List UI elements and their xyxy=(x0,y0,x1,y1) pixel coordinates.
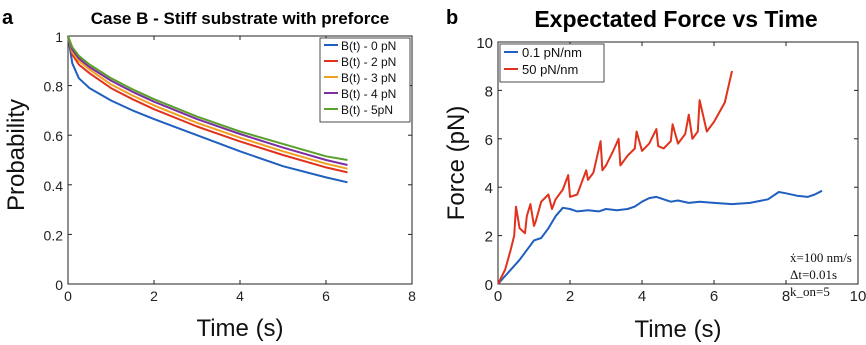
x-tick-label: 2 xyxy=(150,288,158,304)
plot-frame xyxy=(497,41,859,285)
panel-a-ylabel: Probability xyxy=(3,99,30,211)
x-tick-label: 0 xyxy=(64,288,72,304)
y-tick-label: 10 xyxy=(476,35,493,52)
x-tick-label: 6 xyxy=(710,288,718,305)
x-tick-label: 0 xyxy=(494,288,502,305)
panel-b-letter: b xyxy=(446,7,458,29)
series-line-5 xyxy=(67,35,348,161)
y-tick-label: 0.8 xyxy=(44,79,64,95)
legend-label: B(t) - 5pN xyxy=(341,103,393,117)
series-line-3 xyxy=(67,35,348,170)
series-line-1 xyxy=(67,35,348,184)
x-tick-label: 2 xyxy=(566,288,574,305)
y-tick-label: 8 xyxy=(485,83,493,100)
legend-label: 0.1 pN/nm xyxy=(522,45,582,60)
panel-a-letter: a xyxy=(2,7,14,29)
legend-label: B(t) - 4 pN xyxy=(341,87,396,101)
series-line-2 xyxy=(67,35,348,174)
x-tick-label: 8 xyxy=(782,288,790,305)
panel-b: b Expectated Force vs Time 0 2 4 6 8 10 0 2 4 6 8 1… xyxy=(443,6,866,343)
y-tick-label: 4 xyxy=(485,180,493,197)
y-tick-label: 0 xyxy=(55,277,63,293)
panel-b-axes: 0 2 4 6 8 10 0 2 4 6 8 10 0.1 pN/nm 50 pN/nm ẋ=100 nm/… xyxy=(476,35,866,305)
y-tick-label: 0 xyxy=(485,277,493,294)
y-tick-label: 1 xyxy=(55,29,63,45)
y-tick-label: 0.2 xyxy=(44,227,64,243)
annotation-text: ẋ=100 nm/s xyxy=(790,250,852,265)
y-tick-label: 6 xyxy=(485,132,493,149)
y-tick-label: 0.6 xyxy=(44,128,64,144)
legend-label: B(t) - 3 pN xyxy=(341,71,396,85)
annotation-text: Δt=0.01s xyxy=(790,267,837,282)
legend-box xyxy=(499,43,605,83)
y-tick-label: 0.4 xyxy=(44,178,64,194)
panel-a: a Case B - Stiff substrate with preforce… xyxy=(2,7,416,342)
x-tick-label: 4 xyxy=(638,288,646,305)
legend-label: 50 pN/nm xyxy=(522,62,578,77)
panel-b-xlabel: Time (s) xyxy=(634,316,721,343)
panel-b-title: Expectated Force vs Time xyxy=(534,6,817,32)
y-tick-label: 2 xyxy=(485,229,493,246)
x-tick-label: 10 xyxy=(850,288,866,305)
legend-label: B(t) - 0 pN xyxy=(341,39,396,53)
series-line-1 xyxy=(497,189,823,285)
series-line-4 xyxy=(67,35,348,166)
x-tick-label: 8 xyxy=(408,288,416,304)
panel-a-xlabel: Time (s) xyxy=(196,315,283,342)
panel-a-axes: 0 2 4 6 8 0 0.2 0.4 0.6 0.8 1 B(t) - 0 pN B(t) - 2 p… xyxy=(44,29,417,304)
panel-a-title: Case B - Stiff substrate with preforce xyxy=(91,9,390,28)
series-line-2 xyxy=(497,70,733,285)
x-tick-label: 6 xyxy=(322,288,330,304)
legend-label: B(t) - 2 pN xyxy=(341,55,396,69)
annotation-text: k_on=5 xyxy=(790,284,830,299)
x-tick-label: 4 xyxy=(236,288,244,304)
panel-b-ylabel: Force (pN) xyxy=(443,106,470,221)
